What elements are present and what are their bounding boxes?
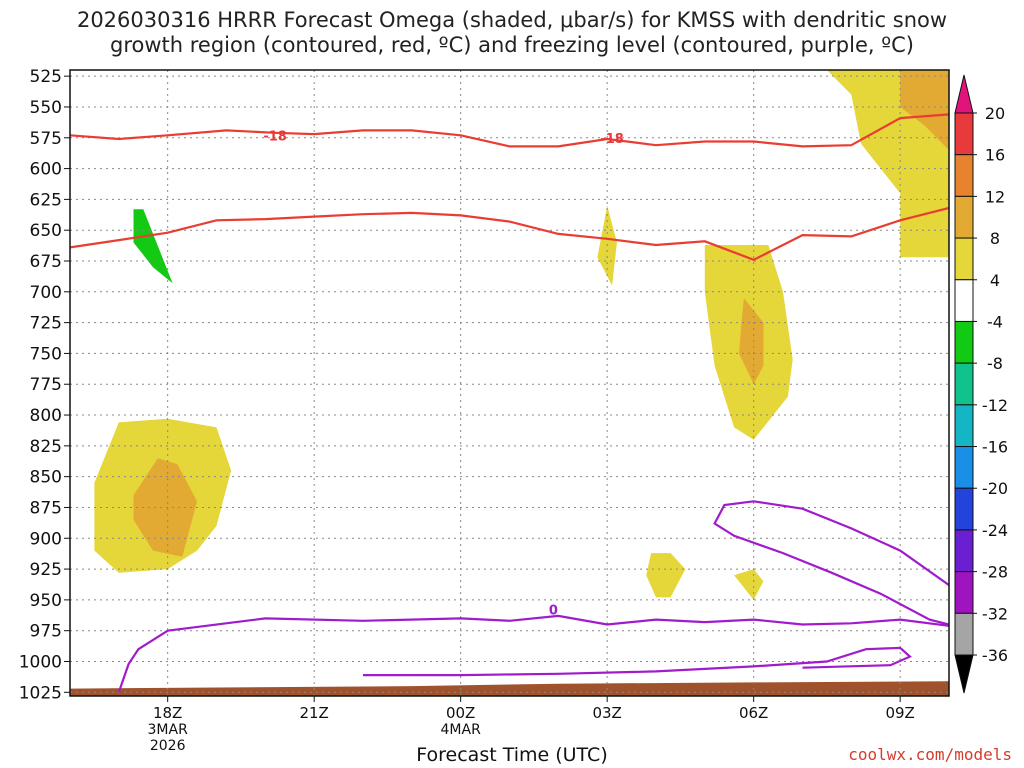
x-tick-label-03Z: 03Z [592,704,621,722]
colorbar-label--8: -8 [987,354,1003,373]
x-tick-label-00Z: 00Z [446,704,475,722]
colorbar-label--32: -32 [982,604,1008,623]
colorbar-bin--36--32 [954,612,974,656]
shaded-region-omega-pos-3b [739,298,764,385]
colorbar-label--28: -28 [982,563,1008,582]
x-axis-title: Forecast Time (UTC) [416,744,608,766]
colorbar-label--16: -16 [982,438,1008,457]
shaded-layer [70,70,949,696]
colorbar-bin--20--16 [954,446,974,489]
contour-label-1: -18 [600,132,624,147]
colorbar-bin-8-12 [954,195,974,239]
shaded-region-omega-neg-6 [533,587,559,610]
shaded-region-omega-pos-1b [133,458,197,557]
colorbar-bin-16-20 [954,112,974,156]
x-tick-sub-18Z-0: 3MAR [148,722,189,738]
shaded-region-omega-neg-1a [94,70,227,348]
contour-layer: -18 -18 0 [70,113,949,693]
x-tick-label-09Z: 09Z [885,704,914,722]
colorbar-bin--12--8 [954,362,974,406]
y-tick-label-1000: 1000 [19,652,62,672]
chart-title-line-1: 2026030316 HRRR Forecast Omega (shaded, … [76,8,948,32]
x-tick-label-18Z: 18Z [153,704,182,722]
y-tick-label-1025: 1025 [19,683,62,703]
x-tick-sub-18Z-1: 2026 [150,738,186,754]
shaded-region-omega-pos-4 [646,553,686,598]
grid-layer [70,70,949,696]
colorbar-label--12: -12 [982,396,1008,415]
colorbar-bin-12-16 [954,154,974,197]
colorbar-label-8: 8 [990,229,1000,248]
y-tick-label-550: 550 [30,98,62,118]
colorbar-label-20: 20 [985,104,1005,123]
y-tick-label-775: 775 [30,375,62,395]
colorbar-bottom-arrow [954,654,974,694]
y-tick-label-875: 875 [30,498,62,518]
colorbar-bin--4-4 [954,279,974,322]
colorbar-label--36: -36 [982,646,1008,665]
y-tick-label-525: 525 [30,67,62,87]
y-tick-label-625: 625 [30,190,62,210]
y-tick-label-675: 675 [30,252,62,272]
contour-label-2: 0 [549,604,558,619]
colorbar-bin--28--24 [954,529,974,573]
y-tick-label-975: 975 [30,622,62,642]
y-tick-label-950: 950 [30,591,62,611]
y-tick-label-825: 825 [30,437,62,457]
x-tick-label-06Z: 06Z [739,704,768,722]
shaded-region-omega-neg-1b [133,209,173,284]
shaded-region-omega-pos-6b [900,70,949,151]
colorbar-label-4: 4 [990,271,1000,290]
terrain-fill [70,681,949,696]
y-axis: 525 550 575 600 625 650 675 700 725 750 775 800 825 8… [19,67,70,703]
shaded-region-omega-neg-5 [167,498,305,662]
y-tick-label-850: 850 [30,468,62,488]
y-tick-label-725: 725 [30,314,62,334]
shaded-region-omega-neg-3 [734,70,769,157]
colorbar-label--4: -4 [987,312,1003,331]
y-tick-label-600: 600 [30,160,62,180]
credit-text[interactable]: coolwx.com/models [848,745,1012,764]
colorbar-bin-4-8 [954,237,974,281]
y-tick-label-700: 700 [30,283,62,303]
x-tick-sub-00Z-0: 4MAR [441,722,482,738]
colorbar-bin--32--28 [954,571,974,614]
colorbar-label-12: 12 [985,187,1005,206]
colorbar: 20 16 12 8 4 -4 -8 -12 -16 -20 -24 -28 -32 -36 [954,74,1008,694]
y-tick-label-650: 650 [30,221,62,241]
colorbar-label--20: -20 [982,479,1008,498]
chart-title-line-2: growth region (contoured, red, ºC) and f… [110,33,914,57]
y-tick-label-750: 750 [30,344,62,364]
contour-dgz-top [70,113,949,148]
colorbar-top-arrow [954,74,974,114]
x-tick-label-21Z: 21Z [299,704,328,722]
y-tick-label-900: 900 [30,529,62,549]
plot-frame [69,69,950,697]
contour-dgz-bottom [70,206,949,262]
contour-label-0: -18 [263,129,287,144]
shaded-region-omega-neg-2 [441,70,529,243]
colorbar-bin--16--12 [954,404,974,448]
colorbar-bin--8--4 [954,320,974,364]
contour-freezing-level-lobe [713,500,949,626]
contour-freezing-level [117,614,949,693]
colorbar-label--24: -24 [982,521,1008,540]
chart-title: 2026030316 HRRR Forecast Omega (shaded, … [0,8,1024,58]
shaded-region-omega-neg-4 [641,343,676,465]
colorbar-label-16: 16 [985,146,1005,165]
y-tick-label-800: 800 [30,406,62,426]
colorbar-bin--24--20 [954,487,974,531]
contour-freezing-level-surface [363,646,912,677]
y-tick-label-925: 925 [30,560,62,580]
shaded-region-omega-pos-5 [734,569,764,600]
y-tick-label-575: 575 [30,129,62,149]
